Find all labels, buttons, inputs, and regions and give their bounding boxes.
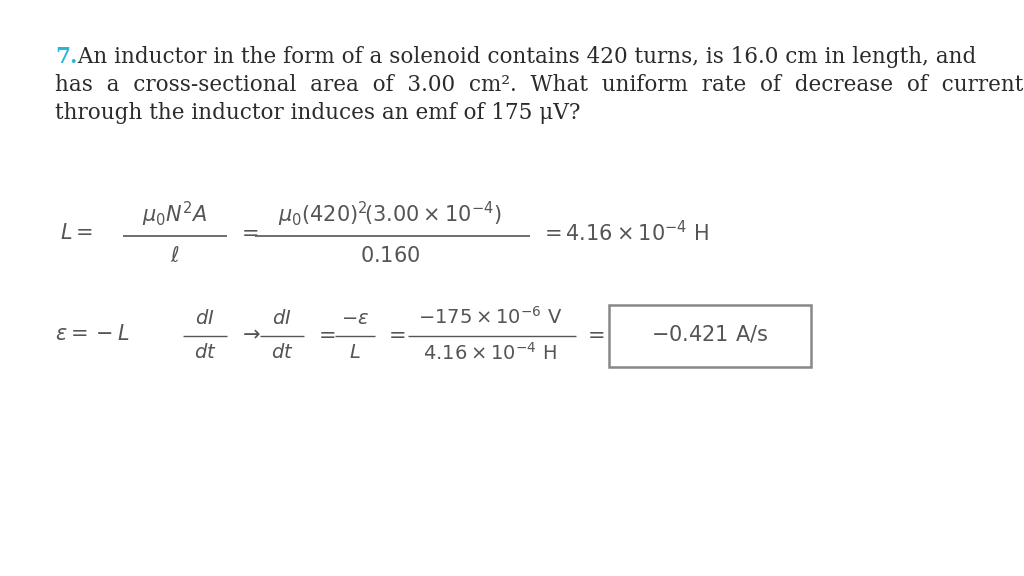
Text: through the inductor induces an emf of 175 μV?: through the inductor induces an emf of 1… bbox=[55, 102, 581, 124]
Text: $\mu_0(420)^2\!\left(3.00\times10^{-4}\right)$: $\mu_0(420)^2\!\left(3.00\times10^{-4}\r… bbox=[279, 199, 502, 229]
Text: 7.: 7. bbox=[55, 46, 78, 68]
Text: $L$: $L$ bbox=[349, 344, 360, 362]
Text: $\mu_0 N^2 A$: $\mu_0 N^2 A$ bbox=[142, 199, 208, 229]
Text: $-\varepsilon$: $-\varepsilon$ bbox=[341, 310, 369, 328]
Text: $\rightarrow$: $\rightarrow$ bbox=[238, 324, 260, 343]
Text: $dt$: $dt$ bbox=[194, 343, 216, 362]
Text: $= 4.16\times10^{-4}\ \mathrm{H}$: $= 4.16\times10^{-4}\ \mathrm{H}$ bbox=[540, 221, 709, 245]
Text: $-0.421\ \mathrm{A/s}$: $-0.421\ \mathrm{A/s}$ bbox=[651, 324, 769, 344]
Text: $=$: $=$ bbox=[314, 324, 336, 343]
Text: $-175\times10^{-6}\ \mathrm{V}$: $-175\times10^{-6}\ \mathrm{V}$ bbox=[418, 306, 562, 328]
Text: $\ell$: $\ell$ bbox=[170, 246, 180, 266]
Text: $\varepsilon = -L$: $\varepsilon = -L$ bbox=[55, 324, 130, 344]
Text: $dt$: $dt$ bbox=[270, 343, 293, 362]
Text: $L =$: $L =$ bbox=[60, 223, 93, 243]
FancyBboxPatch shape bbox=[609, 305, 811, 367]
Text: has  a  cross-sectional  area  of  3.00  cm².  What  uniform  rate  of  decrease: has a cross-sectional area of 3.00 cm². … bbox=[55, 74, 1023, 96]
Text: $4.16\times10^{-4}\ \mathrm{H}$: $4.16\times10^{-4}\ \mathrm{H}$ bbox=[423, 342, 557, 364]
Text: $dI$: $dI$ bbox=[272, 309, 292, 328]
Text: $0.160$: $0.160$ bbox=[359, 246, 420, 266]
Text: An inductor in the form of a solenoid contains 420 turns, is 16.0 cm in length, : An inductor in the form of a solenoid co… bbox=[71, 46, 976, 68]
Text: $=$: $=$ bbox=[237, 223, 258, 242]
Text: $=$: $=$ bbox=[583, 324, 604, 343]
Text: $dI$: $dI$ bbox=[196, 309, 215, 328]
Text: $=$: $=$ bbox=[384, 324, 406, 343]
